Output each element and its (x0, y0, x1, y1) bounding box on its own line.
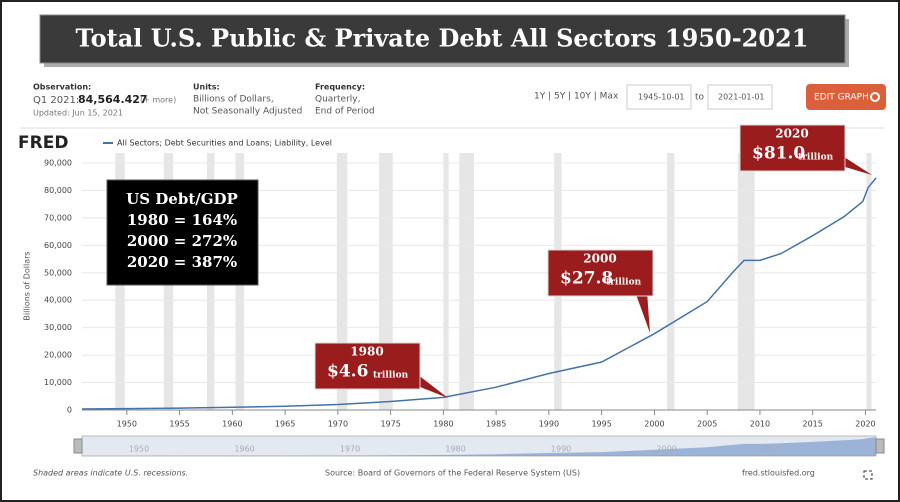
x-tick-label: 2020 (855, 420, 875, 429)
callout-line: US Debt/GDP (126, 190, 238, 208)
y-tick-label: 10,000 (44, 378, 72, 387)
date[interactable]: 2021-01-01 (718, 93, 765, 102)
footer-site: fred.stlouisfed.org (742, 469, 815, 478)
y-tick-label: 70,000 (44, 213, 72, 222)
x-tick-label: 1970 (328, 420, 348, 429)
x-tick-label: 2010 (750, 420, 770, 429)
text: Not Seasonally Adjusted (193, 107, 302, 117)
y-tick-label: 20,000 (44, 351, 72, 360)
recession-band (443, 153, 449, 410)
x-tick-label: 1965 (275, 420, 295, 429)
banner-title: Total U.S. Public & Private Debt All Sec… (76, 24, 809, 53)
navigator-handle[interactable] (73, 438, 83, 454)
y-tick-label: 40,000 (44, 296, 72, 305)
link[interactable]: (+ more) (140, 96, 176, 105)
x-tick-label: 1950 (117, 420, 137, 429)
navigator-tick-label: 2000 (656, 445, 676, 454)
navigator-tick-label: 1950 (129, 445, 149, 454)
range-buttons[interactable]: 1Y | 5Y | 10Y | Max (534, 92, 619, 102)
annotation-year: 1980 (350, 345, 383, 359)
label: Frequency: (315, 83, 365, 92)
x-tick-label: 2015 (803, 420, 823, 429)
navigator-tick-label: 1960 (234, 445, 254, 454)
x-tick-label: 1980 (433, 420, 453, 429)
navigator-tick-label: 1990 (551, 445, 571, 454)
footer-source: Source: Board of Governors of the Federa… (325, 469, 580, 478)
y-tick-label: 90,000 (44, 159, 72, 168)
annotation-unit: trillion (373, 371, 409, 381)
footer-note: Shaded areas indicate U.S. recessions. (33, 469, 188, 478)
fullscreen-icon[interactable] (863, 470, 873, 480)
text: End of Period (315, 107, 375, 117)
series-line (81, 177, 877, 410)
x-tick-label: 2005 (697, 420, 717, 429)
annotation-unit: trillion (798, 153, 834, 163)
text: Billions of Dollars, (193, 95, 274, 105)
navigator-tick-label: 1980 (445, 445, 465, 454)
navigator-handle[interactable] (875, 438, 885, 454)
navigator-area (82, 437, 876, 456)
recession-band (737, 153, 755, 410)
annotation-box (314, 342, 421, 390)
recession-band (866, 153, 872, 410)
callout-line: 1980 = 164% (127, 211, 237, 229)
annotation-box (739, 124, 846, 172)
annotation-unit: trillion (606, 278, 642, 288)
debt-gdp-callout: US Debt/GDP 1980 = 164% 2000 = 272% 2020 = … (106, 179, 259, 286)
label: Units: (193, 83, 220, 92)
text: Updated: Jun 15, 2021 (33, 109, 123, 118)
x-tick-label: 1975 (380, 420, 400, 429)
button-label[interactable]: EDIT GRAPH (814, 93, 869, 103)
y-tick-label: 30,000 (44, 323, 72, 332)
recession-band (336, 153, 348, 410)
recession-band (459, 153, 474, 410)
y-tick-label: 80,000 (44, 186, 72, 195)
callout-line: 2000 = 272% (127, 232, 237, 250)
date[interactable]: 1945-10-01 (638, 93, 685, 102)
x-tick-label: 1985 (486, 420, 506, 429)
x-tick-label: 1995 (591, 420, 611, 429)
logo: FRED (18, 133, 68, 153)
callout-box (106, 179, 259, 286)
y-tick-label: 50,000 (44, 268, 72, 277)
annotation-year: 2000 (583, 252, 616, 266)
x-tick-label: 2000 (644, 420, 664, 429)
y-tick-label: 60,000 (44, 241, 72, 250)
annotation-amount: $81.0 (752, 144, 805, 164)
annotation-year: 2020 (775, 127, 808, 141)
value: 84,564.427 (78, 93, 148, 106)
recession-band (667, 153, 675, 410)
text: Q1 2021: (33, 95, 79, 106)
navigator-tick-label: 1970 (340, 445, 360, 454)
text: to (695, 93, 705, 103)
edit-button[interactable] (806, 84, 886, 110)
text: Quarterly, (315, 95, 360, 105)
legend-label: All Sectors; Debt Securities and Loans; … (117, 139, 332, 148)
date-input[interactable] (626, 84, 692, 110)
callout-line: 2020 = 387% (127, 253, 237, 271)
x-tick-label: 1955 (169, 420, 189, 429)
annotation-box (547, 249, 654, 297)
annotation-amount: $4.6 (327, 362, 368, 382)
label: Observation: (33, 83, 91, 92)
y-axis-label: Billions of Dollars (23, 251, 32, 320)
gear-icon (870, 92, 880, 102)
x-tick-label: 1990 (539, 420, 559, 429)
x-tick-label: 1960 (222, 420, 242, 429)
annotation-amount: $27.8 (560, 269, 613, 289)
y-tick-label: 0 (67, 406, 72, 415)
annotation: 1980 $4.6 trillion (314, 342, 448, 398)
navigator-tick-label: 2010 (762, 445, 782, 454)
banner (39, 14, 846, 64)
date-input[interactable] (707, 84, 773, 110)
